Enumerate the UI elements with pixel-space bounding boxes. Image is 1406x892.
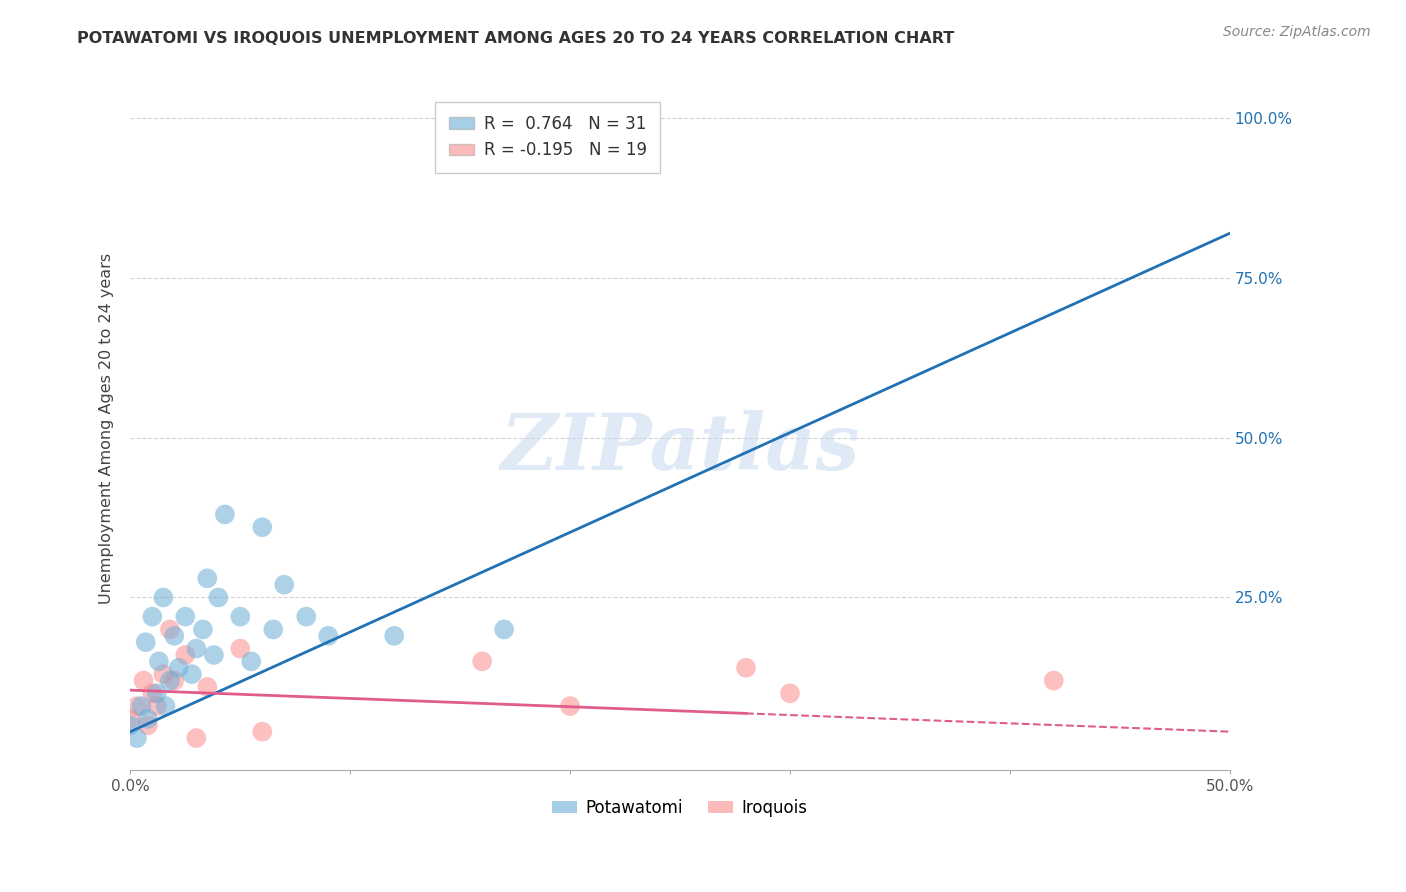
Point	[494, 623, 516, 637]
Point	[558, 699, 581, 714]
Point	[195, 680, 218, 694]
Legend: Potawatomi, Iroquois: Potawatomi, Iroquois	[546, 792, 814, 823]
Point	[132, 673, 155, 688]
Point	[152, 591, 174, 605]
Point	[191, 623, 214, 637]
Text: Source: ZipAtlas.com: Source: ZipAtlas.com	[1223, 25, 1371, 39]
Point	[180, 667, 202, 681]
Point	[207, 591, 229, 605]
Point	[471, 654, 494, 668]
Point	[316, 629, 339, 643]
Point	[145, 699, 167, 714]
Text: ZIPatlas: ZIPatlas	[501, 410, 859, 487]
Point	[131, 699, 153, 714]
Point	[152, 667, 174, 681]
Point	[229, 641, 252, 656]
Point	[155, 699, 177, 714]
Text: POTAWATOMI VS IROQUOIS UNEMPLOYMENT AMONG AGES 20 TO 24 YEARS CORRELATION CHART: POTAWATOMI VS IROQUOIS UNEMPLOYMENT AMON…	[77, 31, 955, 46]
Point	[163, 673, 186, 688]
Point	[252, 520, 274, 534]
Point	[163, 629, 186, 643]
Point	[141, 609, 163, 624]
Point	[382, 629, 405, 643]
Point	[186, 731, 208, 745]
Point	[229, 609, 252, 624]
Point	[186, 641, 208, 656]
Point	[1043, 673, 1066, 688]
Point	[252, 724, 274, 739]
Point	[214, 508, 236, 522]
Point	[141, 686, 163, 700]
Point	[779, 686, 801, 700]
Point	[120, 718, 142, 732]
Point	[136, 718, 159, 732]
Y-axis label: Unemployment Among Ages 20 to 24 years: Unemployment Among Ages 20 to 24 years	[100, 252, 114, 604]
Point	[125, 699, 148, 714]
Point	[135, 635, 157, 649]
Point	[120, 712, 142, 726]
Point	[174, 609, 197, 624]
Point	[136, 712, 159, 726]
Point	[240, 654, 263, 668]
Point	[148, 654, 170, 668]
Point	[195, 571, 218, 585]
Point	[273, 578, 295, 592]
Point	[735, 661, 758, 675]
Point	[167, 661, 190, 675]
Point	[174, 648, 197, 662]
Point	[159, 673, 181, 688]
Point	[125, 731, 148, 745]
Point	[262, 623, 284, 637]
Point	[145, 686, 167, 700]
Point	[159, 623, 181, 637]
Point	[202, 648, 225, 662]
Point	[295, 609, 318, 624]
